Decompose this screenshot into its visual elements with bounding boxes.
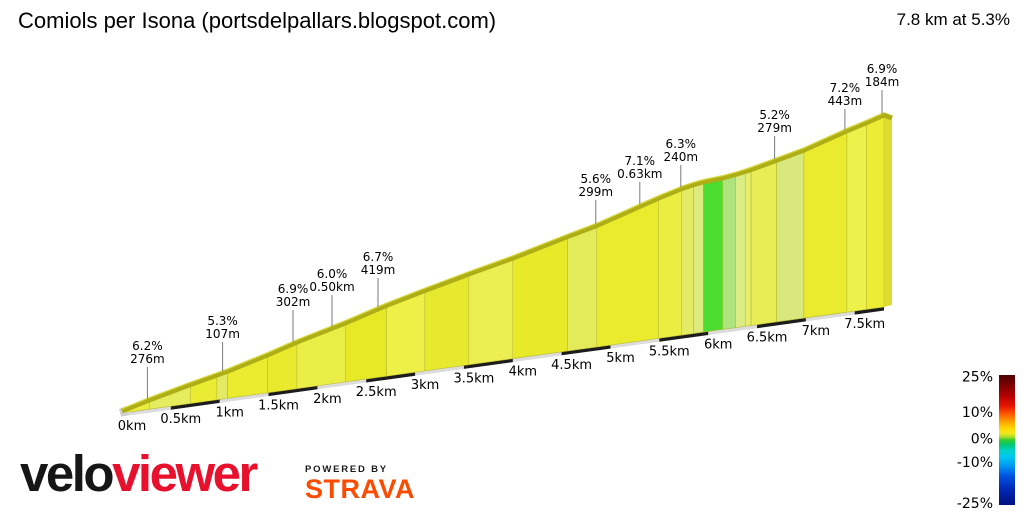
strava-logo: STRAVA [305,474,415,504]
svg-text:6.9%: 6.9% [278,282,309,296]
svg-text:0.63km: 0.63km [617,167,662,181]
profile-end-cap [884,114,892,307]
svg-text:419m: 419m [361,263,396,277]
svg-text:5km: 5km [606,351,634,366]
svg-text:6.7%: 6.7% [363,250,394,264]
page-title: Comiols per Isona (portsdelpallars.blogs… [18,8,497,33]
climb-summary-stats: 7.8 km at 5.3% [896,10,1010,29]
svg-text:299m: 299m [579,185,614,199]
profile-ridge [121,112,893,414]
svg-text:0.50km: 0.50km [309,280,354,294]
powered-by-label: POWERED BY [305,464,388,475]
svg-text:184m: 184m [865,75,900,89]
svg-text:25%: 25% [962,369,993,385]
svg-text:7.5km: 7.5km [844,317,885,332]
svg-text:5.6%: 5.6% [581,172,612,186]
veloviewer-logo-velo: velo [20,445,115,502]
svg-text:443m: 443m [828,94,863,108]
svg-text:5.2%: 5.2% [759,108,790,122]
svg-text:7.2%: 7.2% [830,81,861,95]
svg-text:3.5km: 3.5km [453,371,494,386]
svg-text:7.1%: 7.1% [625,154,656,168]
svg-text:3km: 3km [411,378,439,393]
gradient-legend-bar [999,375,1015,505]
svg-text:6.5km: 6.5km [747,331,788,346]
distance-axis [122,307,884,417]
svg-text:4km: 4km [509,365,537,380]
gradient-legend: 25% 10% 0% -10% -25% [957,369,1015,512]
svg-text:0.5km: 0.5km [160,412,201,427]
veloviewer-logo: veloviewer [20,445,258,502]
svg-text:6.0%: 6.0% [317,267,348,281]
svg-text:1.5km: 1.5km [258,399,299,414]
svg-text:276m: 276m [130,352,165,366]
svg-text:279m: 279m [757,121,792,135]
gradient-callouts: 6.2%276m5.3%107m6.9%302m6.0%0.50km6.7%41… [130,62,899,399]
svg-text:6.3%: 6.3% [666,137,697,151]
x-axis-labels: 0km 0.5km 1km 1.5km 2km 2.5km 3km 3.5km 4km 4.5km… [118,317,885,434]
svg-text:7km: 7km [802,324,830,339]
svg-text:6.2%: 6.2% [132,339,163,353]
svg-text:-25%: -25% [957,496,993,512]
profile-segments [121,116,885,414]
svg-text:240m: 240m [664,150,699,164]
svg-text:10%: 10% [962,405,993,421]
svg-text:0%: 0% [971,432,993,448]
svg-text:4.5km: 4.5km [551,358,592,373]
svg-text:5.5km: 5.5km [649,344,690,359]
svg-text:6km: 6km [704,338,732,353]
svg-text:5.3%: 5.3% [207,314,238,328]
svg-text:302m: 302m [276,295,311,309]
profile-ridge-highlight [121,112,885,410]
svg-text:1km: 1km [215,405,243,420]
svg-text:-10%: -10% [957,455,993,471]
svg-text:2.5km: 2.5km [356,385,397,400]
svg-text:107m: 107m [205,327,240,341]
svg-text:0km: 0km [118,419,146,434]
strava-attribution: POWERED BY STRAVA [305,464,415,503]
veloviewer-logo-viewer: viewer [112,445,258,502]
svg-text:6.9%: 6.9% [867,62,898,76]
svg-text:2km: 2km [313,392,341,407]
